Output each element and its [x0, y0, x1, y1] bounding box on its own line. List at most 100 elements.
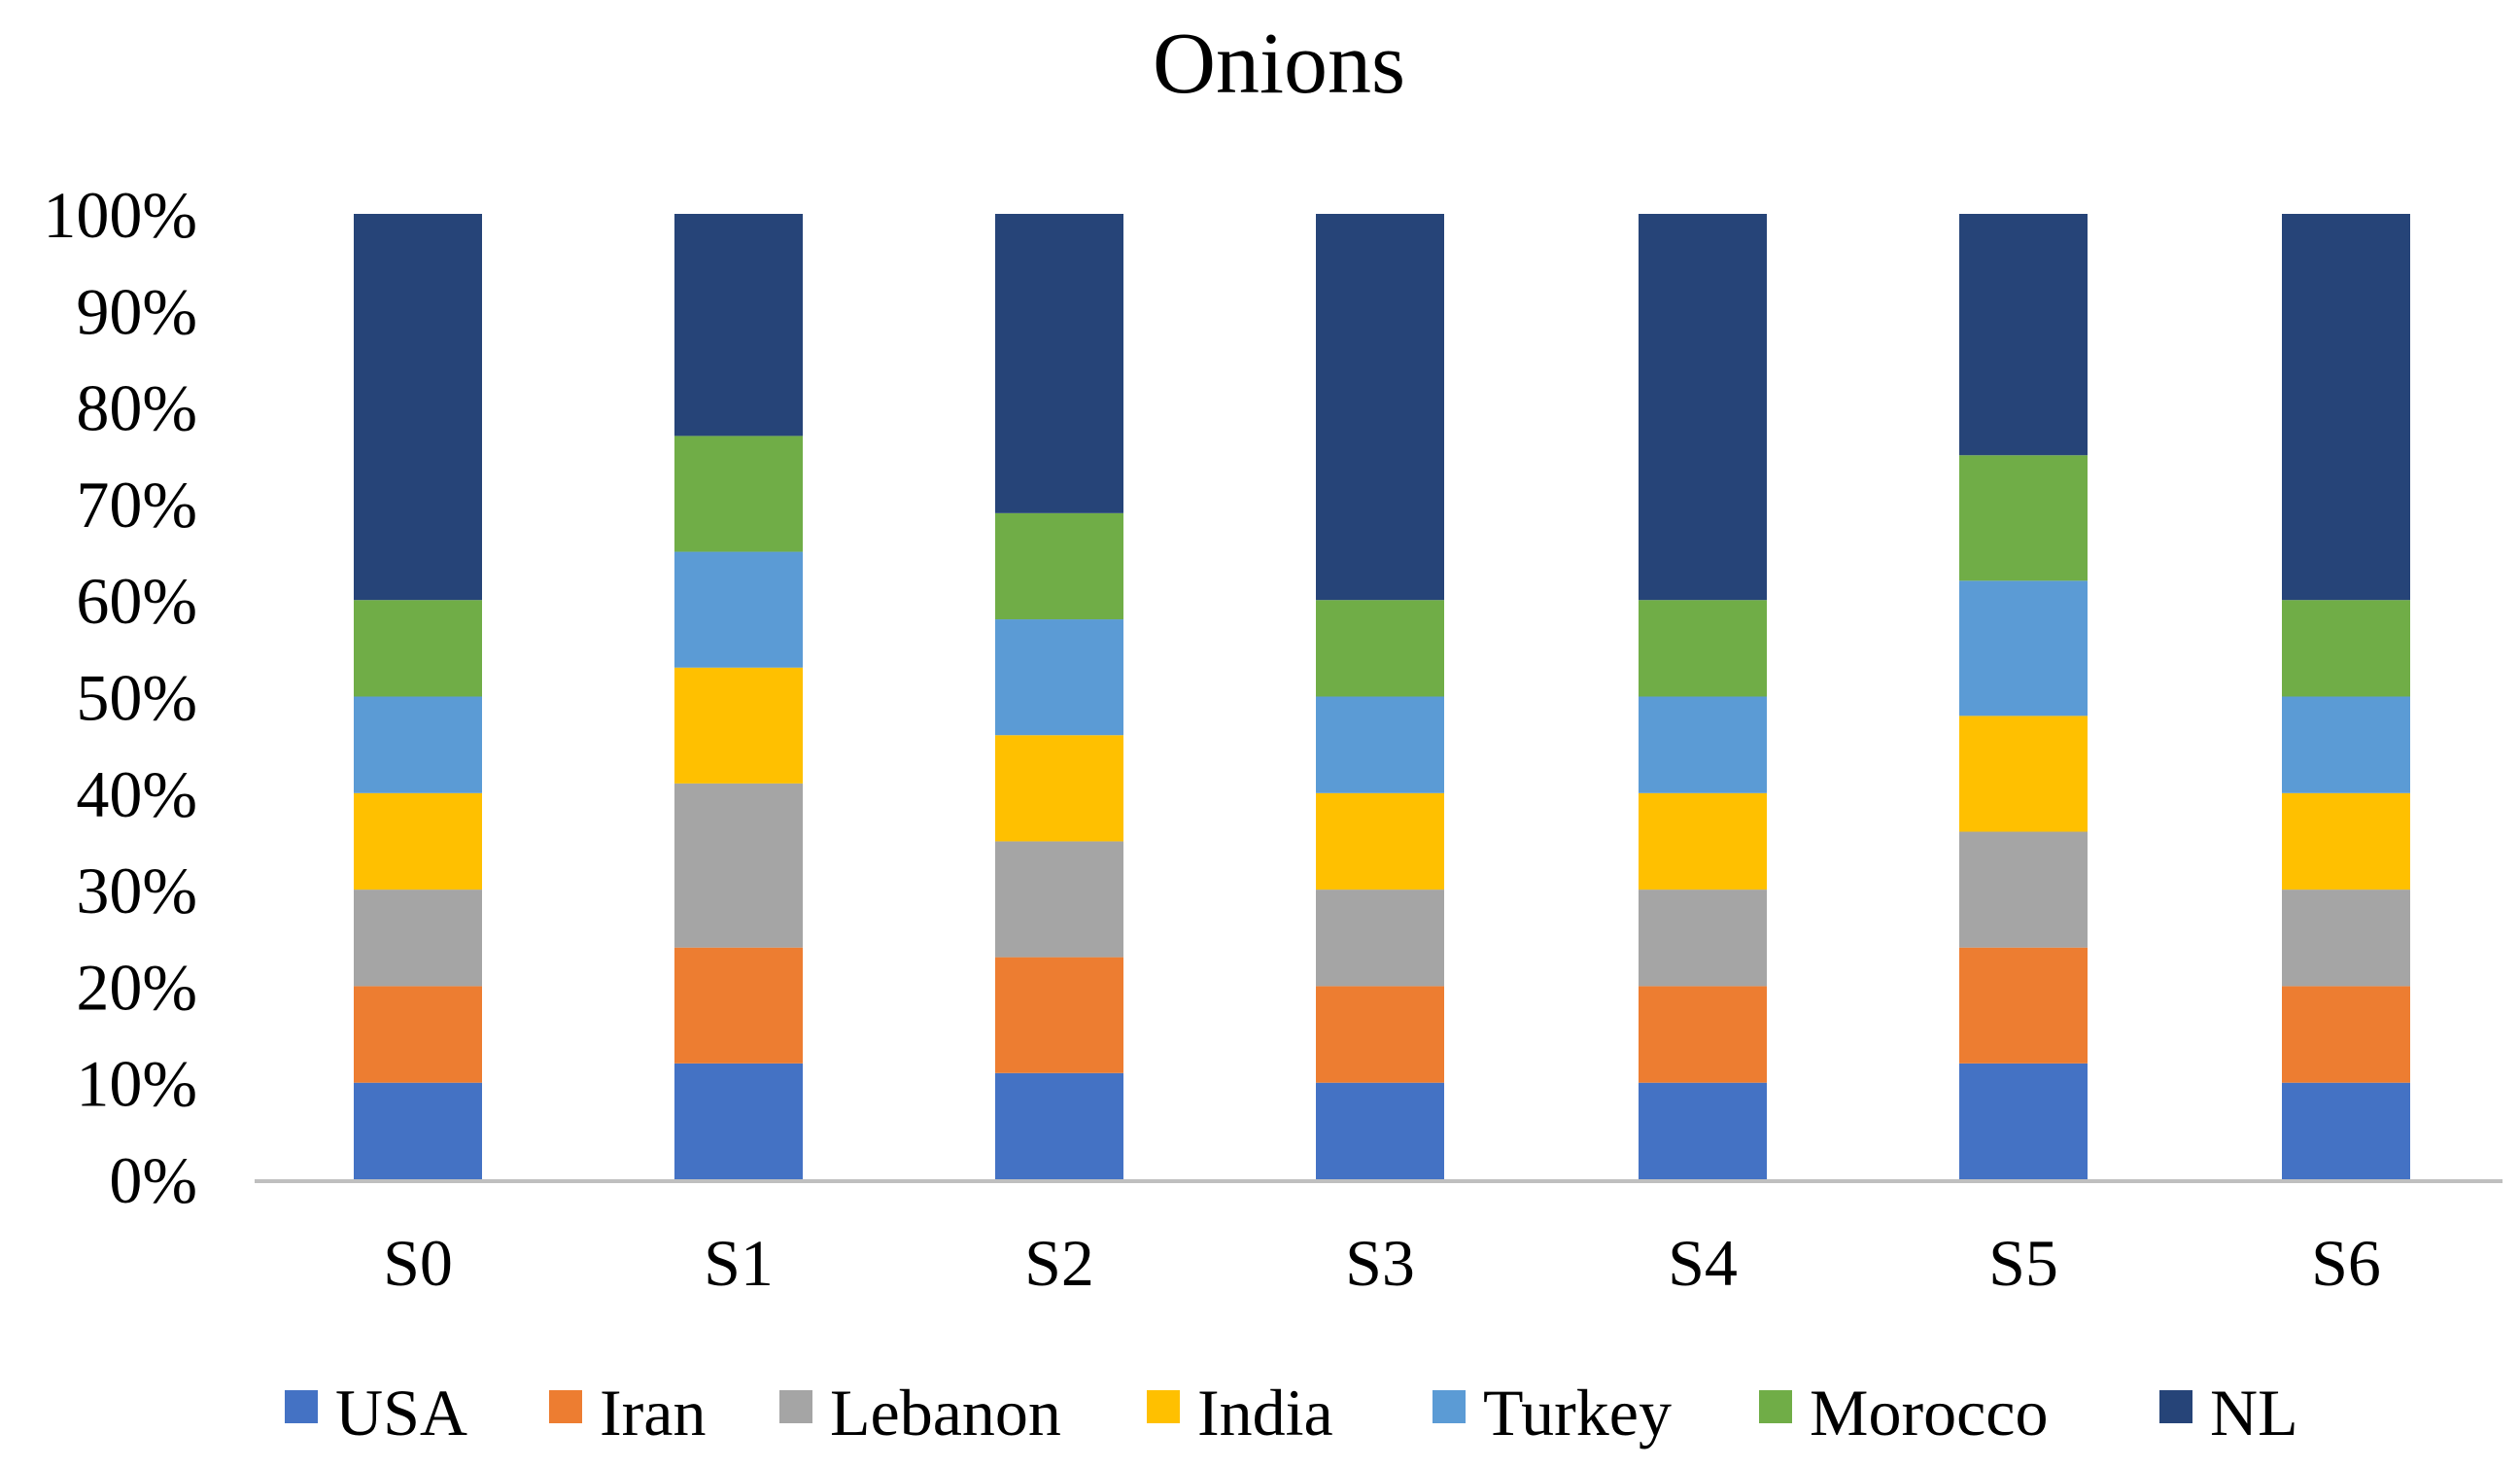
legend-item: USA — [285, 1376, 467, 1450]
chart-title: Onions — [1153, 16, 1405, 112]
bar-segment — [1316, 600, 1444, 697]
bar-segment — [674, 667, 803, 784]
bar-segment — [1316, 986, 1444, 1083]
bar-segment — [2282, 890, 2410, 987]
y-tick-label: 10% — [76, 1047, 197, 1121]
bar-stack — [354, 214, 482, 1179]
legend-swatch — [2159, 1390, 2192, 1423]
y-tick-label: 30% — [76, 854, 197, 927]
bar-segment — [1639, 214, 1767, 601]
bar-segment — [2282, 792, 2410, 891]
bar-segment — [1959, 716, 2088, 832]
y-tick-label: 90% — [76, 274, 197, 348]
bar-segment — [674, 947, 803, 1064]
bar-segment — [1959, 947, 2088, 1064]
bar-stack — [995, 214, 1123, 1179]
bar-segment — [995, 841, 1123, 958]
bar-segment — [1639, 696, 1767, 793]
bar-segment — [1316, 214, 1444, 601]
bar-segment — [995, 512, 1123, 620]
bar-segment — [1959, 831, 2088, 948]
bar-segment — [995, 957, 1123, 1073]
bar-segment — [354, 792, 482, 891]
y-tick-label: 70% — [76, 468, 197, 541]
bar-stack — [2282, 214, 2410, 1179]
legend-label: India — [1197, 1376, 1333, 1450]
bar-segment — [1959, 1063, 2088, 1179]
legend-swatch — [779, 1390, 812, 1423]
bar-segment — [354, 1082, 482, 1179]
bar-segment — [354, 890, 482, 987]
bar-stack — [674, 214, 803, 1179]
bar-segment — [1959, 580, 2088, 716]
bar-segment — [2282, 696, 2410, 793]
y-axis: 0% 10% 20% 30% 40% 50% 60% 70% 80% 90% 100% — [43, 178, 197, 1217]
legend-label: NL — [2210, 1376, 2298, 1450]
legend-label: Morocco — [1810, 1376, 2048, 1450]
bar-segment — [354, 986, 482, 1083]
y-tick-label: 0% — [109, 1143, 197, 1217]
x-tick-label: S3 — [1345, 1226, 1415, 1300]
legend-item: NL — [2159, 1376, 2298, 1450]
y-tick-label: 60% — [76, 564, 197, 638]
y-tick-label: 40% — [76, 757, 197, 831]
bar-segment — [2282, 214, 2410, 601]
bar-segment — [1639, 1082, 1767, 1179]
bar-segment — [1639, 600, 1767, 697]
bar-stack — [1959, 214, 2088, 1179]
legend-item: Morocco — [1759, 1376, 2048, 1450]
x-tick-label: S4 — [1668, 1226, 1738, 1300]
bar-segment — [1316, 696, 1444, 793]
x-axis: S0 S1 S2 S3 S4 S5 S6 — [383, 1226, 2381, 1300]
legend: USA Iran Lebanon India Turkey Morocco NL — [285, 1376, 2298, 1450]
bar-segment — [354, 214, 482, 601]
x-tick-label: S6 — [2311, 1226, 2381, 1300]
bar-segment — [1639, 890, 1767, 987]
x-tick-label: S2 — [1024, 1226, 1094, 1300]
y-tick-label: 100% — [43, 178, 197, 252]
y-tick-label: 50% — [76, 661, 197, 735]
legend-label: Lebanon — [830, 1376, 1061, 1450]
bar-segment — [674, 214, 803, 437]
bar-stack — [1639, 214, 1767, 1179]
bar-segment — [354, 600, 482, 697]
bar-segment — [354, 696, 482, 793]
bar-segment — [1639, 986, 1767, 1083]
bar-segment — [2282, 600, 2410, 697]
bar-segment — [1316, 1082, 1444, 1179]
legend-label: USA — [335, 1376, 467, 1450]
bar-segment — [2282, 986, 2410, 1083]
legend-item: Iran — [549, 1376, 706, 1450]
bar-segment — [1959, 214, 2088, 456]
legend-swatch — [1147, 1390, 1180, 1423]
legend-swatch — [1759, 1390, 1792, 1423]
x-tick-label: S0 — [383, 1226, 453, 1300]
x-tick-label: S5 — [1988, 1226, 2058, 1300]
bar-segment — [1316, 792, 1444, 891]
bar-segment — [1639, 792, 1767, 891]
bar-segment — [1959, 455, 2088, 581]
legend-swatch — [1433, 1390, 1466, 1423]
bar-segment — [995, 1072, 1123, 1179]
bar-segment — [1316, 890, 1444, 987]
bar-segment — [995, 735, 1123, 842]
y-tick-label: 80% — [76, 371, 197, 445]
bar-segment — [995, 214, 1123, 513]
legend-item: India — [1147, 1376, 1333, 1450]
legend-swatch — [285, 1390, 318, 1423]
y-tick-label: 20% — [76, 950, 197, 1024]
legend-swatch — [549, 1390, 582, 1423]
legend-item: Lebanon — [779, 1376, 1061, 1450]
bar-stacks — [354, 214, 2410, 1179]
legend-label: Iran — [600, 1376, 706, 1450]
legend-item: Turkey — [1433, 1376, 1672, 1450]
legend-label: Turkey — [1483, 1376, 1672, 1450]
bar-segment — [674, 551, 803, 668]
x-tick-label: S1 — [704, 1226, 774, 1300]
bar-segment — [674, 783, 803, 948]
bar-segment — [2282, 1082, 2410, 1179]
bar-segment — [674, 436, 803, 552]
bar-segment — [674, 1063, 803, 1179]
